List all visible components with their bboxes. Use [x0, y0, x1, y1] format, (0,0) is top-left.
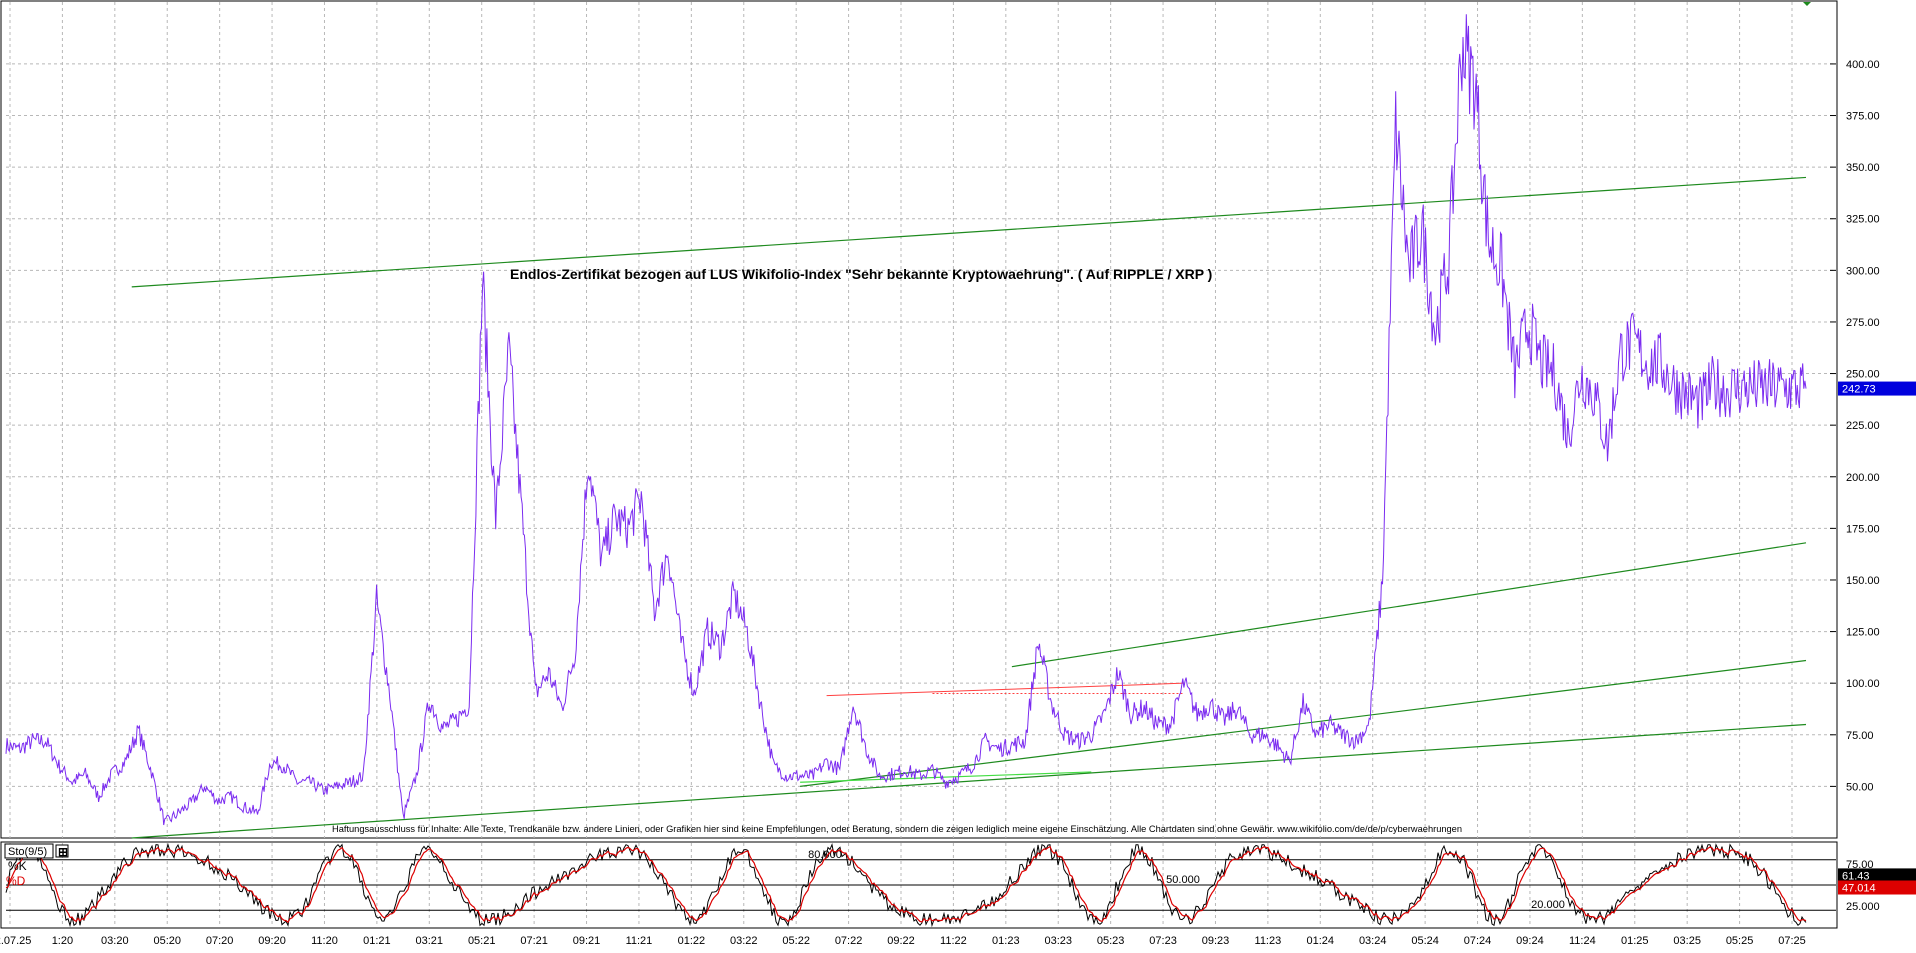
y-tick-label: 350.00 — [1846, 162, 1880, 174]
y-tick-label: 200.00 — [1846, 472, 1880, 484]
k-line — [5, 843, 1807, 928]
d-line — [5, 845, 1807, 924]
k-value-label: 61.43 — [1842, 870, 1870, 882]
green-marker-icon — [1803, 2, 1811, 6]
y-tick-label: 75.00 — [1846, 730, 1874, 742]
x-tick-label: 03:25 — [1673, 935, 1701, 947]
x-tick-label: 03:21 — [416, 935, 444, 947]
disclaimer-text: Haftungsausschluss für Inhalte: Alle Tex… — [332, 823, 1462, 834]
x-tick-label: 01:25 — [1621, 935, 1649, 947]
d-value-box — [1838, 880, 1916, 895]
x-tick-label: 07:25 — [1778, 935, 1806, 947]
time-axis: 02.07.25 1:20 03:20 05:20 07:20 09:20 11:20 01:… — [0, 935, 1806, 947]
indicator-label: Sto(9/5) — [8, 846, 47, 858]
level-label: 20.000 — [1531, 899, 1565, 911]
y-tick-label: 300.00 — [1846, 265, 1880, 277]
x-tick-label: 09:23 — [1202, 935, 1230, 947]
trend-line — [131, 176, 1807, 288]
d-legend-label: %D — [6, 874, 26, 888]
y-tick-label: 400.00 — [1846, 59, 1880, 71]
x-tick-label: 03:23 — [1044, 935, 1072, 947]
indicator-tick-label: 75.00 — [1846, 859, 1874, 871]
x-tick-label: 03:22 — [730, 935, 758, 947]
chart-title: Endlos-Zertifikat bezogen auf LUS Wikifo… — [510, 266, 1212, 282]
y-tick-label: 275.00 — [1846, 317, 1880, 329]
x-tick-label: 11:22 — [940, 935, 967, 947]
price-series — [5, 14, 1807, 826]
level-label: 50.000 — [1166, 874, 1200, 886]
indicator-settings-icon: ⊞ — [58, 845, 68, 859]
x-tick-label: 05:23 — [1097, 935, 1125, 947]
x-tick-label: 07:21 — [520, 935, 548, 947]
x-tick-label: 09:22 — [887, 935, 915, 947]
x-tick-label: 1:20 — [52, 935, 73, 947]
x-tick-label: 07:24 — [1464, 935, 1492, 947]
x-tick-label: 01:23 — [992, 935, 1020, 947]
x-tick-label: 11:20 — [311, 935, 338, 947]
x-tick-label: 05:22 — [782, 935, 810, 947]
x-tick-label: 01:24 — [1307, 935, 1335, 947]
x-tick-label: 11:24 — [1569, 935, 1596, 947]
x-tick-label: 11:21 — [626, 935, 653, 947]
y-tick-label: 100.00 — [1846, 678, 1880, 690]
last-value-label: 242.73 — [1842, 384, 1876, 396]
x-tick-label: 03:24 — [1359, 935, 1387, 947]
x-tick-label: 11:23 — [1255, 935, 1282, 947]
x-tick-label: 05:24 — [1411, 935, 1439, 947]
indicator-label-box[interactable] — [4, 843, 54, 859]
x-tick-label: 09:24 — [1516, 935, 1544, 947]
x-tick-label: 05:20 — [153, 935, 181, 947]
last-value-box — [1838, 381, 1916, 396]
stochastic-series — [5, 843, 1807, 928]
x-tick-label: 02.07.25 — [0, 935, 31, 947]
trend-line — [131, 723, 1807, 839]
y-tick-label: 175.00 — [1846, 523, 1880, 535]
y-tick-label: 125.00 — [1846, 627, 1880, 639]
x-tick-label: 09:20 — [258, 935, 286, 947]
main-plot-frame — [0, 0, 1838, 839]
x-tick-label: 05:25 — [1726, 935, 1754, 947]
x-tick-label: 01:22 — [678, 935, 706, 947]
y-tick-label: 225.00 — [1846, 420, 1880, 432]
x-tick-label: 07:22 — [835, 935, 863, 947]
x-tick-label: 09:21 — [573, 935, 601, 947]
x-tick-label: 05:21 — [468, 935, 496, 947]
resistance-line — [826, 682, 1184, 697]
indicator-tick-label: 25.000 — [1846, 901, 1880, 913]
price-axis: 50.00 75.00 100.00 125.00 150.00 175.00 200.00… — [1803, 2, 1916, 793]
support-segment — [800, 771, 1092, 783]
y-tick-label: 325.00 — [1846, 214, 1880, 226]
k-value-box — [1838, 868, 1916, 883]
y-tick-label: 250.00 — [1846, 369, 1880, 381]
x-tick-label: 07:23 — [1149, 935, 1177, 947]
price-line — [5, 14, 1807, 826]
x-tick-label: 01:21 — [363, 935, 391, 947]
x-tick-label: 03:20 — [101, 935, 129, 947]
d-value-label: 47.014 — [1842, 883, 1876, 895]
y-tick-label: 50.00 — [1846, 781, 1874, 793]
k-legend-label: %K — [8, 859, 27, 873]
y-tick-label: 150.00 — [1846, 575, 1880, 587]
y-tick-label: 375.00 — [1846, 111, 1880, 123]
trend-line — [1011, 542, 1807, 668]
x-tick-label: 07:20 — [206, 935, 234, 947]
indicator-settings-button[interactable] — [55, 844, 69, 858]
